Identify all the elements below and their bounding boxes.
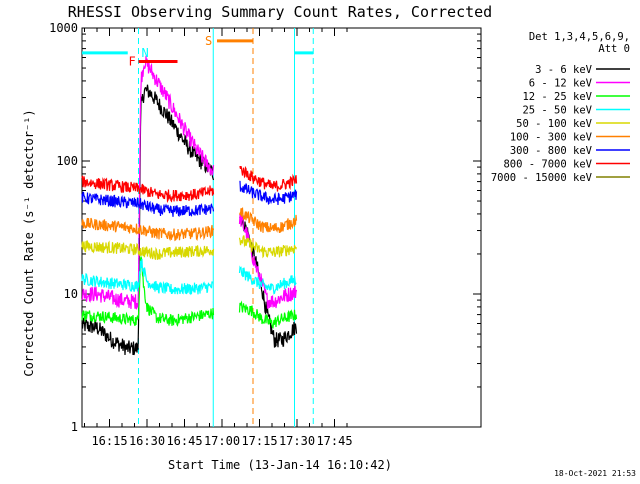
x-tick-label: 16:15: [91, 434, 127, 448]
y-tick-label: 1: [71, 420, 78, 434]
legend-label: 7000 - 15000 keV: [491, 172, 593, 184]
x-tick-label: 17:30: [279, 434, 315, 448]
legend-label: 6 - 12 keV: [529, 78, 593, 90]
timestamp: 18-Oct-2021 21:53: [554, 469, 636, 478]
legend-label: 50 - 100 keV: [516, 118, 593, 130]
x-tick-label: 17:00: [204, 434, 240, 448]
series-line: [81, 165, 298, 204]
plot-area: F S N: [81, 27, 482, 428]
y-tick-label: 1000: [49, 21, 78, 35]
legend: Det 1,3,4,5,6,9, Att 0 3 - 6 keV 6 - 12 k…: [491, 31, 630, 184]
y-tick-label: 10: [64, 287, 78, 301]
legend-label: 25 - 50 keV: [522, 105, 592, 117]
x-axis-label: Start Time (13-Jan-14 16:10:42): [168, 458, 392, 472]
flare-marker: F: [129, 54, 136, 68]
legend-label: 12 - 25 keV: [522, 91, 592, 103]
legend-label: 100 - 300 keV: [510, 132, 593, 144]
x-tick-label: 17:45: [316, 434, 352, 448]
x-tick-label: 16:45: [166, 434, 202, 448]
night-marker: N: [142, 46, 149, 60]
y-axis-label: Corrected Count Rate (s⁻¹ detector⁻¹): [22, 109, 36, 376]
legend-header-line-2: Att 0: [598, 43, 630, 55]
x-tick-label: 16:30: [129, 434, 165, 448]
series-line: [81, 207, 298, 242]
legend-label: 3 - 6 keV: [535, 64, 593, 76]
y-tick-label: 100: [56, 154, 78, 168]
series-line: [81, 235, 298, 260]
legend-label: 800 - 7000 keV: [503, 159, 592, 171]
legend-label: 300 - 800 keV: [510, 145, 593, 157]
chart-title: RHESSI Observing Summary Count Rates, Co…: [68, 3, 492, 21]
series-line: [81, 256, 298, 329]
plot-frame: [81, 27, 482, 428]
saa-marker: S: [205, 34, 212, 48]
x-tick-label: 17:15: [241, 434, 277, 448]
legend-header-line-1: Det 1,3,4,5,6,9,: [529, 31, 630, 43]
series-line: [81, 258, 297, 296]
series-line: [81, 180, 298, 217]
